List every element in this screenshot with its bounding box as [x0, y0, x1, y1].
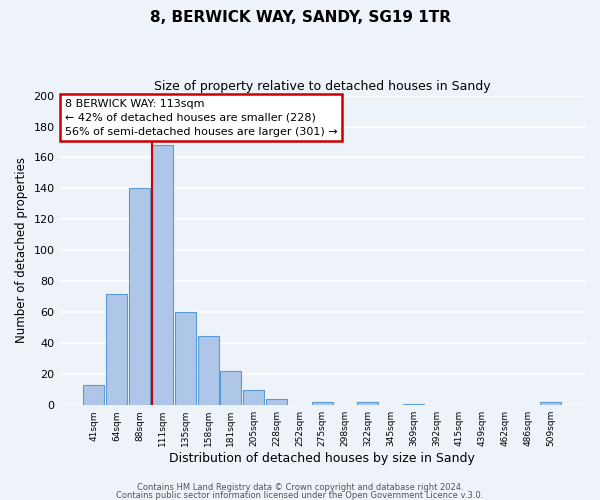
- Bar: [403, 404, 424, 405]
- Bar: [266, 399, 287, 405]
- X-axis label: Distribution of detached houses by size in Sandy: Distribution of detached houses by size …: [169, 452, 475, 465]
- Bar: [220, 371, 241, 405]
- Bar: [540, 402, 561, 405]
- Text: 8, BERWICK WAY, SANDY, SG19 1TR: 8, BERWICK WAY, SANDY, SG19 1TR: [149, 10, 451, 25]
- Bar: [152, 145, 173, 405]
- Text: Contains public sector information licensed under the Open Government Licence v.: Contains public sector information licen…: [116, 490, 484, 500]
- Bar: [312, 402, 333, 405]
- Bar: [83, 385, 104, 405]
- Bar: [175, 312, 196, 405]
- Bar: [358, 402, 379, 405]
- Bar: [106, 294, 127, 405]
- Text: 8 BERWICK WAY: 113sqm
← 42% of detached houses are smaller (228)
56% of semi-det: 8 BERWICK WAY: 113sqm ← 42% of detached …: [65, 98, 337, 136]
- Bar: [197, 336, 218, 405]
- Title: Size of property relative to detached houses in Sandy: Size of property relative to detached ho…: [154, 80, 491, 93]
- Bar: [243, 390, 264, 405]
- Text: Contains HM Land Registry data © Crown copyright and database right 2024.: Contains HM Land Registry data © Crown c…: [137, 484, 463, 492]
- Bar: [129, 188, 150, 405]
- Y-axis label: Number of detached properties: Number of detached properties: [15, 158, 28, 344]
